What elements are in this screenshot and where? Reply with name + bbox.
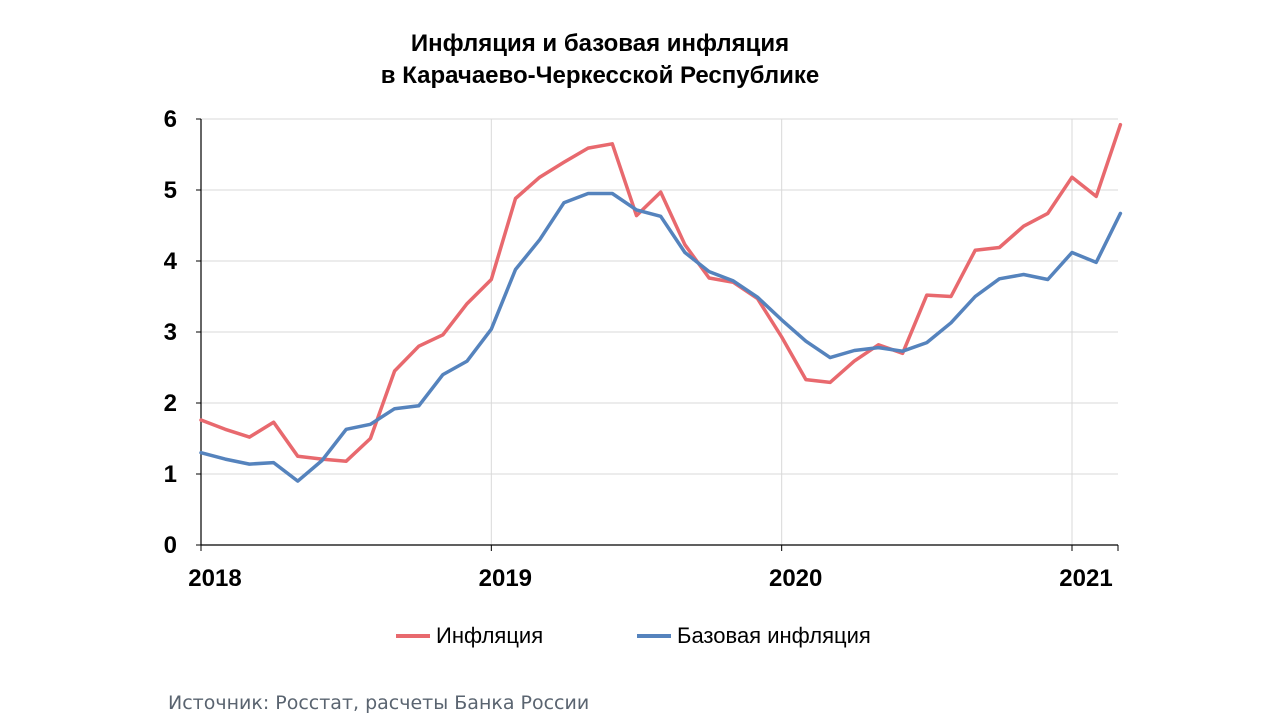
legend-swatch-core-inflation — [637, 634, 671, 638]
chart-title-line-2: в Карачаево-Черкесской Республике — [380, 62, 820, 89]
legend-label-inflation: Инфляция — [436, 623, 544, 648]
x-tick-labels: 2018 2019 2020 2021 — [188, 565, 1112, 592]
legend: Инфляция Базовая инфляция — [0, 620, 1280, 652]
legend-item-inflation: Инфляция — [396, 620, 543, 652]
y-tick-label: 6 — [164, 106, 177, 133]
y-tick-label: 2 — [164, 390, 177, 417]
y-tick-labels: 0 1 2 3 4 5 6 — [164, 106, 178, 559]
x-tick-label: 2020 — [769, 565, 822, 592]
y-tick-label: 5 — [164, 177, 177, 204]
x-tick-label: 2018 — [188, 565, 241, 592]
y-tick-label: 1 — [164, 461, 177, 488]
x-tick-label: 2021 — [1059, 565, 1112, 592]
chart-title: Инфляция и базовая инфляция в Карачаево-… — [0, 28, 1200, 92]
legend-item-core-inflation: Базовая инфляция — [637, 620, 871, 652]
x-tick-label: 2019 — [479, 565, 532, 592]
axes — [196, 118, 1119, 551]
source-note: Источник: Росстат, расчеты Банка России — [168, 692, 590, 714]
grid-lines — [201, 118, 1118, 545]
y-tick-label: 3 — [164, 319, 177, 346]
y-tick-label: 0 — [164, 532, 177, 559]
series-line-core-inflation — [199, 191, 1123, 483]
y-tick-label: 4 — [164, 248, 178, 275]
legend-label-core-inflation: Базовая инфляция — [677, 623, 871, 648]
chart-title-line-1: Инфляция и базовая инфляция — [410, 30, 790, 57]
series-line-inflation — [199, 122, 1123, 463]
series-lines — [199, 122, 1123, 483]
legend-swatch-inflation — [396, 634, 430, 638]
